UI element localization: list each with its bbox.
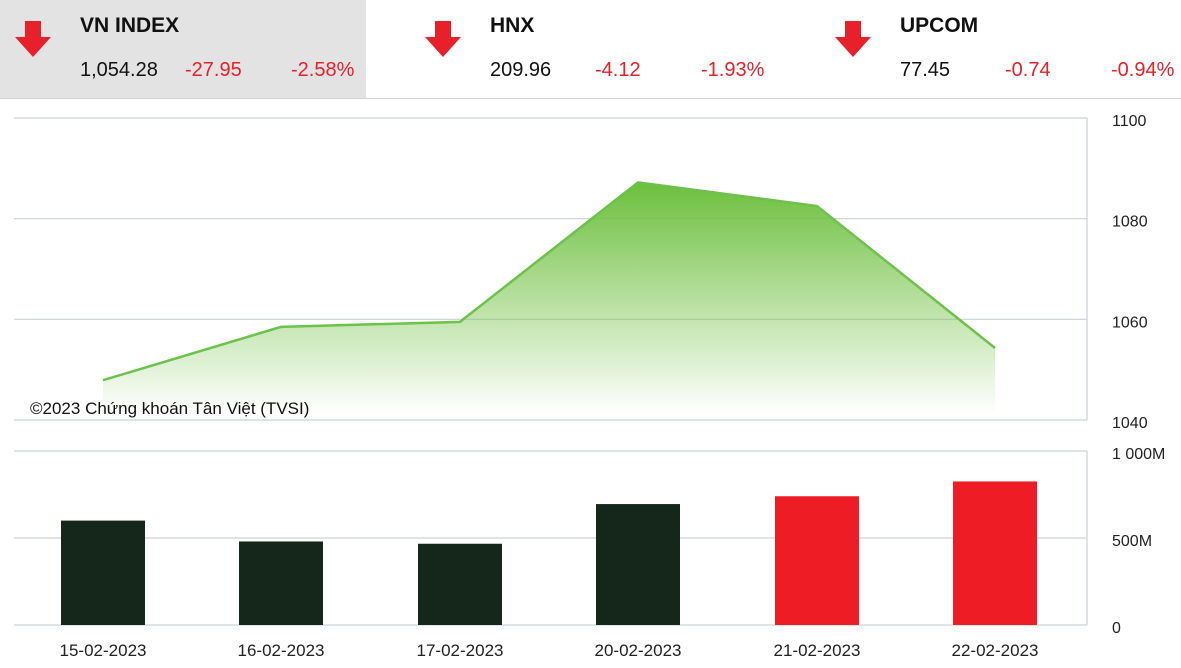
x-tick-label: 21-02-2023	[774, 641, 861, 660]
x-tick-label: 20-02-2023	[595, 641, 682, 660]
date-axis: 15-02-2023 16-02-2023 17-02-2023 20-02-2023…	[60, 641, 1039, 660]
down-arrow-icon	[425, 21, 461, 57]
x-tick-label: 15-02-2023	[60, 641, 147, 660]
y-tick-label: 500M	[1112, 533, 1152, 550]
market-chart: 1100 1080 1060 1040 ©2023 Chứng khoán Tân V…	[14, 113, 1165, 660]
volume-bar	[61, 520, 145, 625]
volume-bar	[418, 543, 502, 625]
y-tick-label: 0	[1112, 620, 1121, 637]
y-tick-label: 1060	[1112, 314, 1148, 331]
ticker-upcom[interactable]: UPCOM 77.45 -0.74 -0.94%	[820, 0, 1181, 98]
volume-chart-y-axis: 1 000M 500M 0	[1112, 446, 1165, 637]
ticker-name: UPCOM	[900, 14, 979, 37]
ticker-value: 77.45	[900, 59, 951, 81]
ticker-change: -0.74	[1005, 59, 1051, 81]
y-tick-label: 1 000M	[1112, 446, 1165, 463]
x-tick-label: 22-02-2023	[952, 641, 1039, 660]
volume-chart-grid	[14, 450, 1088, 626]
volume-bar	[596, 504, 680, 625]
ticker-hnx[interactable]: HNX 209.96 -4.12 -1.93%	[410, 0, 776, 98]
y-tick-label: 1040	[1112, 415, 1148, 432]
ticker-bar: VN INDEX 1,054.28 -27.95 -2.58% HNX 209.…	[0, 0, 1181, 99]
down-arrow-icon	[835, 21, 871, 57]
index-line	[102, 181, 996, 382]
ticker-value: 1,054.28	[80, 59, 158, 81]
ticker-name: HNX	[490, 14, 535, 37]
y-tick-label: 1100	[1112, 113, 1147, 130]
ticker-vnindex[interactable]: VN INDEX 1,054.28 -27.95 -2.58%	[0, 0, 366, 98]
volume-bar	[953, 481, 1037, 625]
index-area-fill	[103, 182, 995, 414]
ticker-name: VN INDEX	[80, 14, 180, 37]
ticker-percent: -1.93%	[701, 59, 765, 81]
ticker-value: 209.96	[490, 59, 552, 81]
ticker-change: -27.95	[185, 59, 242, 81]
down-arrow-icon	[15, 21, 51, 57]
x-tick-label: 16-02-2023	[238, 641, 325, 660]
x-tick-label: 17-02-2023	[417, 641, 504, 660]
copyright-text: ©2023 Chứng khoán Tân Việt (TVSI)	[30, 399, 309, 418]
volume-bar	[775, 496, 859, 625]
index-chart-y-axis: 1100 1080 1060 1040	[1112, 113, 1148, 432]
volume-chart-bars	[61, 481, 1037, 625]
y-tick-label: 1080	[1112, 214, 1148, 231]
index-chart-area	[102, 181, 996, 414]
ticker-percent: -2.58%	[291, 59, 355, 81]
ticker-change: -4.12	[595, 59, 641, 81]
ticker-percent: -0.94%	[1111, 59, 1175, 81]
volume-bar	[239, 541, 323, 625]
